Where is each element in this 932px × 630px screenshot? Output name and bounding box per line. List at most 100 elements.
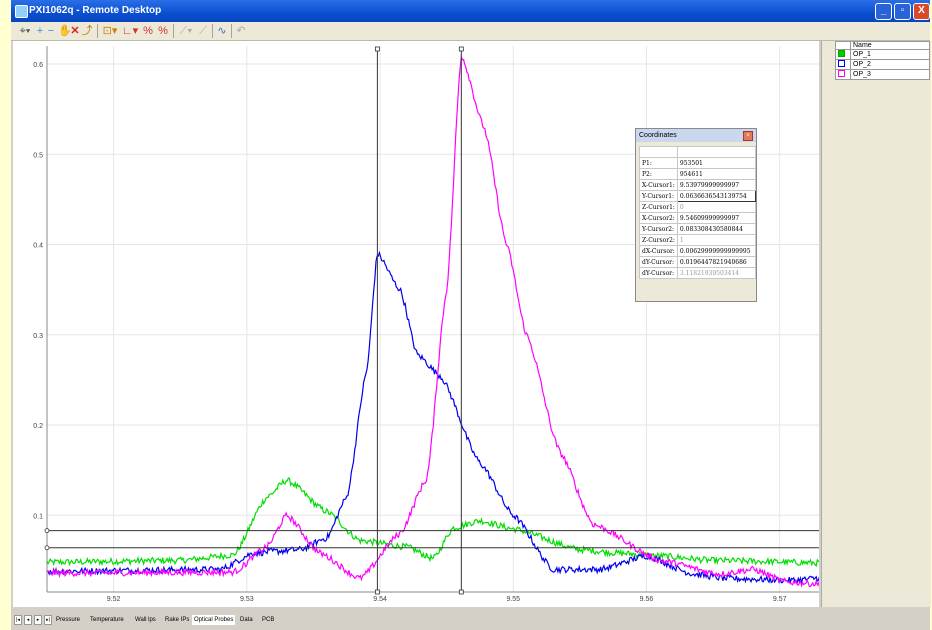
tab-temperature[interactable]: Temperature: [90, 617, 124, 623]
coord-value: 0: [676, 201, 757, 213]
fit-icon[interactable]: ⊡▾: [102, 25, 118, 37]
pan-icon[interactable]: ✋: [58, 25, 72, 37]
y-tick-label: 0.2: [33, 423, 43, 430]
scale-percent-2-icon[interactable]: %: [158, 25, 168, 37]
x-cursor-handle[interactable]: [374, 46, 380, 52]
legend-label: OP_1: [850, 49, 930, 60]
minimize-button[interactable]: _: [875, 3, 892, 20]
coord-value: 953501: [676, 157, 757, 169]
coord-row: dY-Cursor: 0.0196447821940686: [639, 256, 757, 268]
coord-value: 954611: [676, 168, 757, 180]
plot-area[interactable]: 9.52 9.53 9.54 9.55 9.56 9.57 0.1 0.2 0.3 0.4 0.5 0…: [13, 41, 819, 607]
x-tick-label: 9.56: [640, 596, 654, 603]
close-button[interactable]: X: [913, 3, 930, 20]
tab-optical-probes[interactable]: Optical Probes: [192, 615, 236, 625]
y-tick-label: 0.4: [33, 243, 43, 250]
legend-label: OP_3: [850, 69, 930, 80]
y-tick-label: 0.6: [33, 62, 43, 69]
scale-percent-icon[interactable]: %: [143, 25, 153, 37]
coord-row: Z-Cursor2: 1: [639, 234, 757, 246]
first-tab-icon[interactable]: |◂: [14, 615, 22, 625]
tab-pressure[interactable]: Pressure: [56, 617, 81, 623]
coord-row: Y-Cursor2: 0.083308430580844: [639, 223, 757, 235]
coord-row: dX-Cursor: 0.00629999999999995: [639, 245, 757, 257]
y-tick-label: 0.5: [33, 152, 43, 159]
y-cursor-handle[interactable]: [44, 545, 50, 551]
coord-label: Y-Cursor1:: [639, 190, 678, 202]
coord-value: 9.54609999999997: [676, 212, 757, 224]
coord-label: P2:: [639, 168, 678, 180]
axis-icon[interactable]: ∟▾: [121, 25, 139, 37]
coord-value: 1: [676, 234, 757, 246]
coord-row: X-Cursor1: 9.53979999999997: [639, 179, 757, 191]
coord-label: X-Cursor2:: [639, 212, 678, 224]
x-cursor-handle[interactable]: [374, 589, 380, 595]
coord-label: Y-Cursor2:: [639, 223, 678, 235]
add-cursor-icon[interactable]: +: [36, 25, 44, 37]
measure-2-icon[interactable]: ⟋: [199, 25, 207, 37]
coord-row: Y-Cursor1: 0.0636636543139754: [639, 190, 757, 202]
coord-label: Z-Cursor1:: [639, 201, 678, 213]
next-tab-icon[interactable]: ▸: [34, 615, 42, 625]
legend-row[interactable]: OP_2: [835, 59, 930, 70]
coord-row: Z-Cursor1: 0: [639, 201, 757, 213]
probe-icon[interactable]: ⤴: [81, 25, 93, 37]
coord-label: dY-Cursor:: [639, 267, 678, 279]
coord-label: P1:: [639, 157, 678, 169]
x-tick-label: 9.54: [373, 596, 387, 603]
coord-value: 0.0196447821940686: [676, 256, 757, 268]
tab-pcb[interactable]: PCB: [262, 617, 275, 623]
series-swatch-op3[interactable]: [838, 70, 845, 77]
prev-tab-icon[interactable]: ◂: [24, 615, 32, 625]
series-line-op1: [46, 477, 819, 568]
x-cursor-handle[interactable]: [458, 589, 464, 595]
legend-header: Name: [850, 41, 930, 50]
coordinates-close-icon[interactable]: ×: [743, 131, 753, 141]
legend-panel: Name OP_1 OP_2 OP_3: [821, 41, 931, 607]
coord-label: Z-Cursor2:: [639, 234, 678, 246]
coord-label: X-Cursor1:: [639, 179, 678, 191]
coordinates-header[interactable]: Coordinates ×: [636, 129, 756, 142]
tab-data[interactable]: Data: [240, 617, 253, 623]
coord-value: 0.083308430580844: [676, 223, 757, 235]
series-swatch-op2[interactable]: [838, 60, 845, 67]
chart-svg[interactable]: 9.52 9.53 9.54 9.55 9.56 9.57 0.1 0.2 0.3 0.4 0.5 0…: [13, 41, 819, 607]
tab-rake-ips[interactable]: Rake IPs: [165, 617, 190, 623]
coord-value-selected[interactable]: 0.0636636543139754: [676, 190, 757, 202]
coord-value: 9.53979999999997: [676, 179, 757, 191]
coord-row: P1: 953501: [639, 157, 757, 169]
coord-label: dY-Cursor:: [639, 256, 678, 268]
coord-row: X-Cursor2: 9.54609999999997: [639, 212, 757, 224]
window-title: PXI1062q - Remote Desktop: [29, 5, 162, 16]
y-tick-label: 0.1: [33, 513, 43, 520]
series-line-op2: [46, 250, 819, 586]
cursor-tool-icon[interactable]: ⌖▾: [19, 25, 31, 37]
coord-label: dX-Cursor:: [639, 245, 678, 257]
legend-table: Name OP_1 OP_2 OP_3: [835, 41, 930, 80]
coord-row: dY-Cursor: 3.11821939503414: [639, 267, 757, 279]
desktop-strip: [0, 0, 11, 630]
peak-icon[interactable]: ∿: [217, 25, 227, 37]
coord-value: 0.00629999999999995: [676, 245, 757, 257]
coordinates-table: P1: 953501 P2: 954611 X-Cursor1: 9.53979999…: [639, 146, 757, 279]
coordinates-panel[interactable]: Coordinates × P1: 953501 P2: 954611 X-Curs…: [635, 128, 757, 302]
x-tick-label: 9.52: [107, 596, 121, 603]
y-cursor-handle[interactable]: [44, 528, 50, 534]
legend-row[interactable]: OP_1: [835, 49, 930, 60]
measure-icon[interactable]: ⟋▾: [179, 25, 193, 37]
x-tick-label: 9.57: [773, 596, 787, 603]
remove-cursor-icon[interactable]: −: [47, 25, 55, 37]
undo-icon[interactable]: ↶: [236, 25, 246, 37]
title-bar: PXI1062q - Remote Desktop _ ▫ X: [11, 0, 930, 22]
delete-icon[interactable]: ✕: [70, 25, 80, 37]
y-tick-label: 0.3: [33, 333, 43, 340]
remote-desktop-window: PXI1062q - Remote Desktop _ ▫ X ⌖▾ + − ✋…: [11, 0, 931, 630]
last-tab-icon[interactable]: ▸|: [44, 615, 52, 625]
tab-wall-ips[interactable]: Wall lps: [135, 617, 156, 623]
toolbar: ⌖▾ + − ✋ ✕ ⤴ ⊡▾ ∟▾ % % ⟋▾ ⟋ ∿ ↶: [11, 22, 930, 41]
restore-button[interactable]: ▫: [894, 3, 911, 20]
legend-row[interactable]: OP_3: [835, 69, 930, 80]
remote-desktop-icon: [15, 5, 28, 18]
x-cursor-handle[interactable]: [458, 46, 464, 52]
series-swatch-op1[interactable]: [838, 50, 845, 57]
